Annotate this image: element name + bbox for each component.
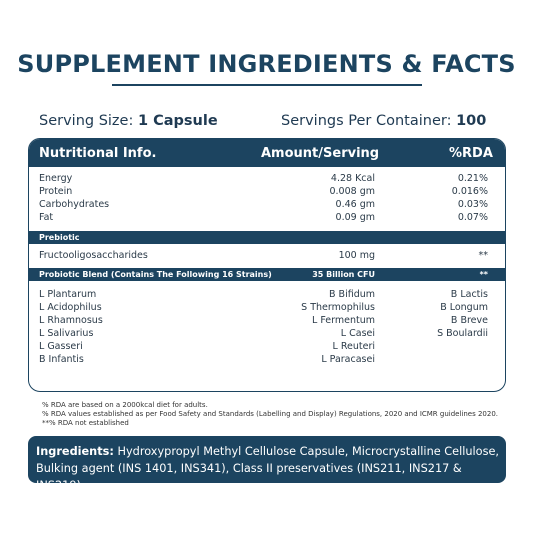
strain-item: L Fermentum xyxy=(312,315,375,326)
strain-item: B Longum xyxy=(440,302,488,313)
probiotic-label: Probiotic Blend (Contains The Following … xyxy=(39,270,272,279)
ingredients-label: Ingredients: xyxy=(36,445,114,458)
strain-item: B Infantis xyxy=(39,354,84,365)
prebiotic-name: Fructooligosaccharides xyxy=(39,250,148,261)
strain-item: S Thermophilus xyxy=(301,302,375,313)
strain-item: L Gasseri xyxy=(39,341,83,352)
nutrient-amount: 0.008 gm xyxy=(329,186,375,197)
prebiotic-label: Prebiotic xyxy=(39,233,80,242)
nutrient-rda: 0.016% xyxy=(451,186,488,197)
strain-item: L Plantarum xyxy=(39,289,97,300)
strain-item: S Boulardii xyxy=(437,328,488,339)
prebiotic-band: Prebiotic xyxy=(29,231,505,244)
nutrient-amount: 0.09 gm xyxy=(335,212,375,223)
probiotic-amount: 35 Billion CFU xyxy=(312,270,375,279)
serving-size-label: Serving Size: xyxy=(39,113,134,129)
nutrient-amount: 0.46 gm xyxy=(335,199,375,210)
footnote: **% RDA not established xyxy=(42,419,129,427)
nutrient-amount: 4.28 Kcal xyxy=(330,173,375,184)
probiotic-band: Probiotic Blend (Contains The Following … xyxy=(29,268,505,281)
servings-per-container-label: Servings Per Container: xyxy=(281,113,452,129)
nutrient-name: Carbohydrates xyxy=(39,199,110,210)
strain-item: B Lactis xyxy=(450,289,488,300)
title-underline xyxy=(112,84,422,86)
nutrition-table: Nutritional Info. Amount/Serving %RDA En… xyxy=(28,138,506,392)
ingredients-box: Ingredients: Hydroxypropyl Methyl Cellul… xyxy=(28,436,506,492)
probiotic-rda: ** xyxy=(479,270,488,279)
header-amount: Amount/Serving xyxy=(261,146,380,161)
nutrient-rda: 0.21% xyxy=(457,173,488,184)
ingredients-list: Hydroxypropyl Methyl Cellulose Capsule, … xyxy=(36,445,500,492)
strain-item: L Acidophilus xyxy=(39,302,102,313)
nutrient-rda: 0.03% xyxy=(457,199,488,210)
page-title: SUPPLEMENT INGREDIENTS & FACTS xyxy=(17,50,516,78)
strain-item: L Casei xyxy=(340,328,375,339)
serving-size-value: 1 Capsule xyxy=(137,113,218,129)
strain-item: L Salivarius xyxy=(39,328,94,339)
strain-item: L Reuteri xyxy=(332,341,375,352)
serving-size: Serving Size: 1 Capsule xyxy=(39,113,218,129)
footnote: % RDA values established as per Food Saf… xyxy=(42,410,499,418)
prebiotic-amount: 100 mg xyxy=(338,250,375,261)
footnote: % RDA are based on a 2000kcal diet for a… xyxy=(42,401,208,409)
strain-item: L Paracasei xyxy=(321,354,375,365)
nutrient-name: Energy xyxy=(39,173,73,184)
servings-per-container-value: 100 xyxy=(456,113,487,129)
header-rda: %RDA xyxy=(449,146,493,161)
prebiotic-rda: ** xyxy=(478,250,489,261)
servings-per-container: Servings Per Container: 100 xyxy=(281,113,486,129)
nutrient-name: Fat xyxy=(39,212,54,223)
strain-item: B Breve xyxy=(450,315,488,326)
header-nutrition: Nutritional Info. xyxy=(39,146,157,161)
ingredients-text: Ingredients: Hydroxypropyl Methyl Cellul… xyxy=(36,443,502,494)
strain-item: B Bifidum xyxy=(329,289,375,300)
table-header: Nutritional Info. Amount/Serving %RDA xyxy=(29,139,505,167)
strain-item: L Rhamnosus xyxy=(39,315,103,326)
nutrient-name: Protein xyxy=(39,186,73,197)
nutrient-rda: 0.07% xyxy=(457,212,488,223)
